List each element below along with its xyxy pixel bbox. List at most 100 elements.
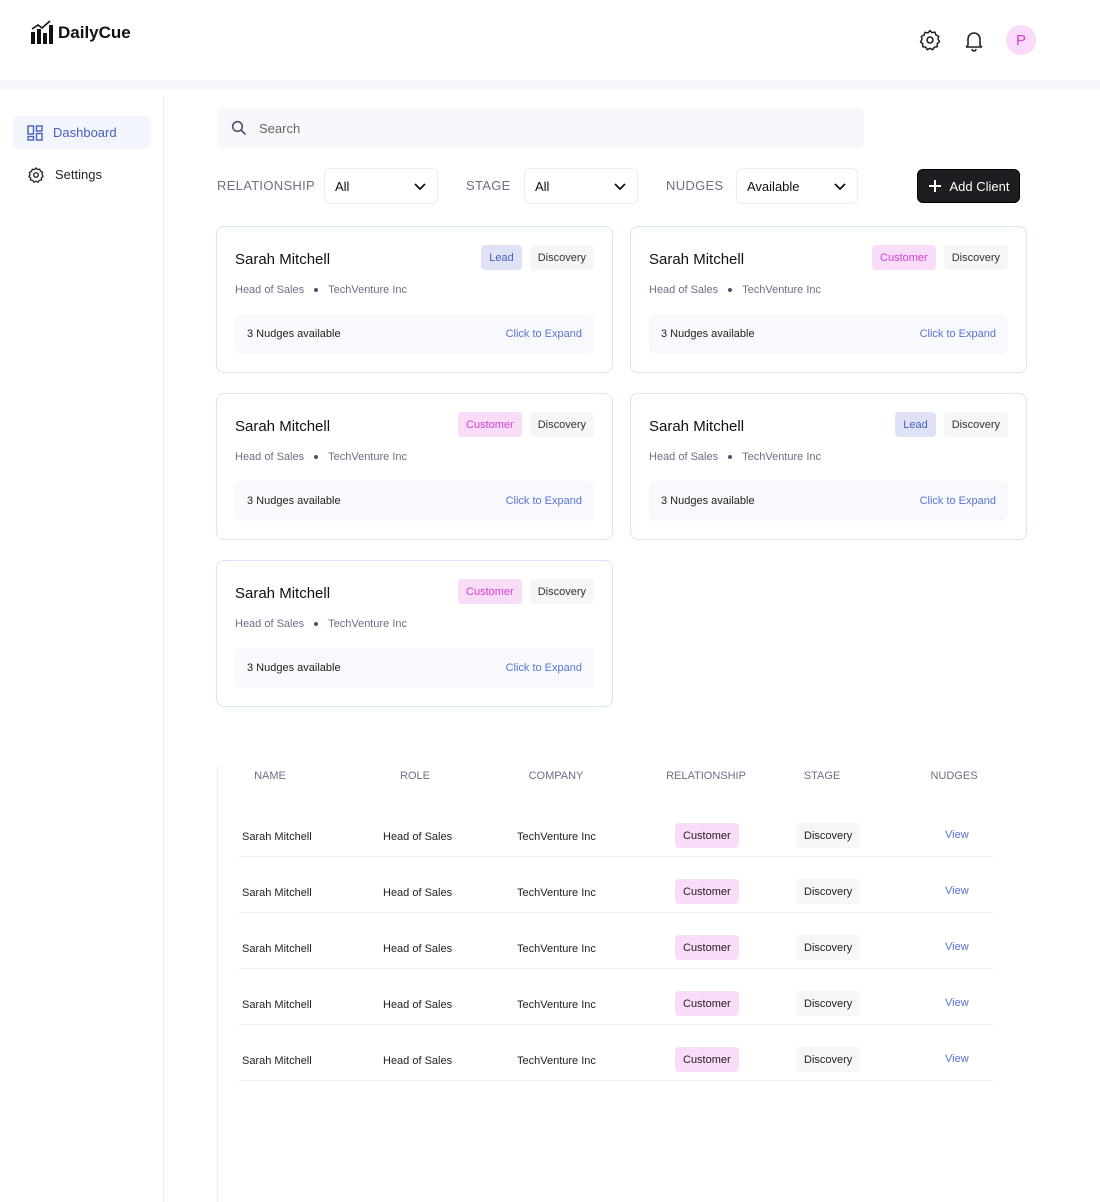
view-link[interactable]: View bbox=[945, 829, 969, 841]
column-header: NAME bbox=[254, 770, 286, 782]
cell-company: TechVenture Inc bbox=[517, 887, 596, 899]
button-label: Add Client bbox=[949, 178, 1010, 194]
filter-value: All bbox=[335, 178, 350, 194]
column-header: ROLE bbox=[400, 770, 430, 782]
expand-link[interactable]: Click to Expand bbox=[505, 495, 582, 507]
nudges-box: 3 Nudges available Click to Expand bbox=[235, 481, 594, 521]
expand-link[interactable]: Click to Expand bbox=[505, 328, 582, 340]
expand-link[interactable]: Click to Expand bbox=[919, 328, 996, 340]
client-meta: Head of Sales TechVenture Inc bbox=[235, 618, 407, 630]
nudges-box: 3 Nudges available Click to Expand bbox=[235, 314, 594, 354]
client-name: Sarah Mitchell bbox=[235, 585, 331, 602]
filter-select[interactable]: All bbox=[524, 168, 638, 204]
cell-name: Sarah Mitchell bbox=[242, 1055, 312, 1067]
cell-name: Sarah Mitchell bbox=[242, 999, 312, 1011]
nudges-box: 3 Nudges available Click to Expand bbox=[649, 481, 1008, 521]
client-card: Sarah Mitchell Lead Discovery Head of Sales… bbox=[216, 226, 613, 373]
nudges-count: 3 Nudges available bbox=[247, 495, 341, 507]
avatar[interactable]: P bbox=[1006, 25, 1036, 55]
stage-badge: Discovery bbox=[796, 991, 861, 1016]
client-card: Sarah Mitchell Customer Discovery Head of S… bbox=[216, 560, 613, 707]
stage-badge: Discovery bbox=[943, 245, 1008, 270]
add-client-button[interactable]: Add Client bbox=[917, 169, 1020, 203]
notifications-icon[interactable] bbox=[962, 28, 986, 52]
row-divider bbox=[239, 968, 993, 969]
expand-link[interactable]: Click to Expand bbox=[919, 495, 996, 507]
cell-role: Head of Sales bbox=[383, 943, 453, 955]
relationship-badge: Lead bbox=[895, 412, 936, 437]
stage-badge: Discovery bbox=[529, 412, 594, 437]
nudges-count: 3 Nudges available bbox=[247, 662, 341, 674]
row-divider bbox=[239, 912, 993, 913]
view-link[interactable]: View bbox=[945, 1053, 969, 1065]
nav-dashboard[interactable]: Dashboard bbox=[13, 116, 151, 149]
filter-select[interactable]: Available bbox=[736, 168, 858, 204]
badges: Lead Discovery bbox=[895, 412, 1008, 437]
filter-value: All bbox=[535, 178, 550, 194]
chevron-icon bbox=[614, 183, 626, 191]
nav-settings[interactable]: Settings bbox=[13, 158, 151, 191]
client-meta: Head of Sales TechVenture Inc bbox=[649, 451, 821, 463]
filter-select[interactable]: All bbox=[324, 168, 438, 204]
stage-badge: Discovery bbox=[943, 412, 1008, 437]
client-company: TechVenture Inc bbox=[328, 618, 407, 630]
nudges-count: 3 Nudges available bbox=[661, 495, 755, 507]
client-name: Sarah Mitchell bbox=[235, 418, 331, 435]
separator-dot bbox=[314, 622, 319, 626]
separator-dot bbox=[314, 455, 319, 459]
cell-role: Head of Sales bbox=[383, 1055, 453, 1067]
view-link[interactable]: View bbox=[945, 997, 969, 1009]
logo[interactable]: DailyCue bbox=[30, 20, 131, 46]
filter-label: STAGE bbox=[466, 178, 511, 193]
expand-link[interactable]: Click to Expand bbox=[505, 662, 582, 674]
nav-label: Settings bbox=[55, 167, 102, 182]
cell-name: Sarah Mitchell bbox=[242, 887, 312, 899]
relationship-badge: Lead bbox=[481, 245, 522, 270]
stage-badge: Discovery bbox=[796, 935, 861, 960]
column-header: NUDGES bbox=[930, 770, 978, 782]
badges: Customer Discovery bbox=[458, 579, 594, 604]
nudges-box: 3 Nudges available Click to Expand bbox=[649, 314, 1008, 354]
badges: Customer Discovery bbox=[872, 245, 1008, 270]
filter-label: RELATIONSHIP bbox=[217, 178, 315, 193]
cell-name: Sarah Mitchell bbox=[242, 943, 312, 955]
stage-badge: Discovery bbox=[529, 579, 594, 604]
logo-text: DailyCue bbox=[58, 23, 131, 42]
relationship-badge: Customer bbox=[675, 879, 739, 904]
separator-dot bbox=[728, 455, 733, 459]
client-role: Head of Sales bbox=[235, 451, 305, 463]
logo-icon bbox=[31, 20, 53, 44]
search-input[interactable]: Search bbox=[217, 108, 864, 148]
client-meta: Head of Sales TechVenture Inc bbox=[649, 284, 821, 296]
column-header: STAGE bbox=[803, 770, 841, 782]
view-link[interactable]: View bbox=[945, 941, 969, 953]
stage-badge: Discovery bbox=[796, 879, 861, 904]
client-name: Sarah Mitchell bbox=[235, 251, 331, 268]
settings-icon[interactable] bbox=[918, 28, 942, 52]
search-placeholder: Search bbox=[259, 120, 301, 136]
filter-label: NUDGES bbox=[666, 178, 724, 193]
relationship-badge: Customer bbox=[675, 823, 739, 848]
view-link[interactable]: View bbox=[945, 885, 969, 897]
dashboard-icon bbox=[27, 124, 43, 141]
relationship-badge: Customer bbox=[675, 991, 739, 1016]
stage-badge: Discovery bbox=[796, 1047, 861, 1072]
nudges-count: 3 Nudges available bbox=[247, 328, 341, 340]
filter-value: Available bbox=[747, 178, 800, 194]
client-company: TechVenture Inc bbox=[742, 284, 821, 296]
relationship-badge: Customer bbox=[458, 412, 522, 437]
header: DailyCue P bbox=[0, 0, 1100, 90]
nudges-count: 3 Nudges available bbox=[661, 328, 755, 340]
nav-label: Dashboard bbox=[53, 125, 117, 140]
cell-name: Sarah Mitchell bbox=[242, 831, 312, 843]
separator-dot bbox=[728, 288, 733, 292]
row-divider bbox=[239, 1080, 993, 1081]
client-name: Sarah Mitchell bbox=[649, 418, 745, 435]
chevron-icon bbox=[834, 183, 846, 191]
client-role: Head of Sales bbox=[649, 451, 719, 463]
stage-badge: Discovery bbox=[529, 245, 594, 270]
client-role: Head of Sales bbox=[235, 284, 305, 296]
chevron-icon bbox=[414, 183, 426, 191]
client-card: Sarah Mitchell Lead Discovery Head of Sales… bbox=[630, 393, 1027, 540]
